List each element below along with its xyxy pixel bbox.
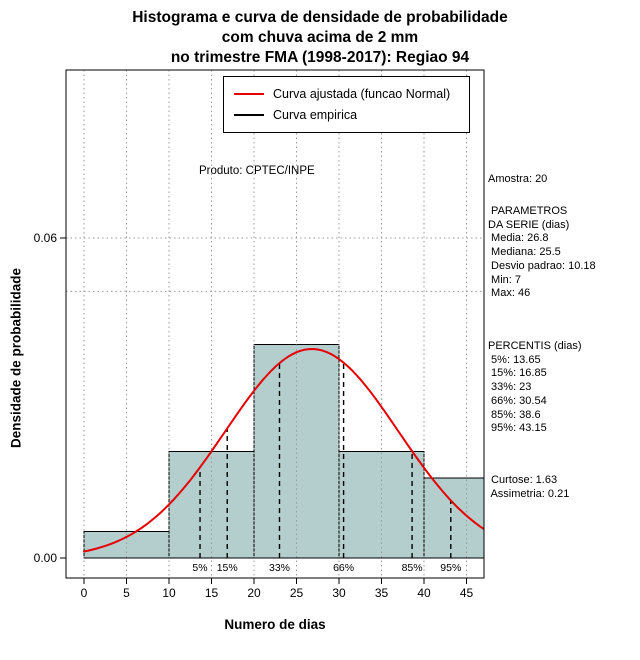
stat-line: Mediana: 25.5 (488, 246, 561, 259)
stat-block-parameters: PARAMETROS DA SERIE (dias) Media: 26.8 Me… (488, 205, 638, 301)
percentile-label: 85% (402, 562, 423, 574)
stat-line: 66%: 30.54 (488, 394, 547, 407)
stat-block-sample: Amostra: 20 (488, 173, 638, 187)
stat-line: Desvio padrao: 10.18 (488, 259, 596, 272)
x-tick-label: 10 (162, 586, 176, 600)
normal-curve (83, 348, 485, 553)
legend-entry: Curva ajustada (funcao Normal) (234, 87, 459, 101)
histogram-bar (253, 344, 340, 559)
chart-title-line1: Histograma e curva de densidade de proba… (132, 9, 508, 26)
legend-label: Curva empirica (273, 108, 358, 122)
histogram-bar (338, 450, 425, 559)
histogram-bar (423, 477, 485, 559)
legend-box: Curva ajustada (funcao Normal) Curva empi… (223, 76, 470, 133)
stat-line: Max: 46 (488, 287, 531, 300)
percentile-label: 5% (192, 562, 207, 574)
legend-entry: Curva empirica (234, 108, 459, 122)
stat-line: Amostra: 20 (488, 173, 548, 185)
y-tick-label: 0.00 (34, 551, 58, 565)
legend-line-swatch (234, 93, 264, 95)
product-note: Produto: CPTEC/INPE (199, 165, 315, 177)
histogram-bar (168, 450, 255, 559)
x-tick-label: 15 (205, 586, 219, 600)
stat-line: 15%: 16.85 (488, 367, 547, 380)
x-axis-label: Numero de dias (224, 617, 326, 632)
chart-title: Histograma e curva de densidade de proba… (0, 8, 640, 68)
stat-line: 85%: 38.6 (488, 408, 541, 421)
stat-line: DA SERIE (dias) (488, 218, 570, 231)
stat-line: Media: 26.8 (488, 232, 549, 245)
stat-block-percentiles: PERCENTIS (dias) 5%: 13.65 15%: 16.85 33… (488, 340, 638, 436)
stat-line: Assimetria: 0.21 (488, 487, 570, 500)
x-tick-label: 5 (123, 586, 130, 600)
percentile-label: 66% (333, 562, 354, 574)
stat-line: Curtose: 1.63 (488, 474, 558, 486)
x-tick-label: 20 (247, 586, 261, 600)
x-tick-label: 0 (81, 586, 88, 600)
legend-label: Curva ajustada (funcao Normal) (273, 87, 451, 101)
stat-line: PARAMETROS (488, 205, 568, 217)
stat-line: Min: 7 (488, 273, 522, 286)
y-tick-label: 0.06 (34, 231, 58, 245)
chart-title-line3: no trimestre FMA (1998-2017): Regiao 94 (170, 49, 470, 66)
x-tick-label: 30 (332, 586, 346, 600)
stat-line: 95%: 43.15 (488, 422, 547, 435)
histogram-bar (83, 530, 170, 559)
x-tick-label: 25 (290, 586, 304, 600)
percentile-label: 95% (440, 562, 461, 574)
stat-block-moments: Curtose: 1.63 Assimetria: 0.21 (488, 474, 638, 501)
x-tick-label: 35 (375, 586, 389, 600)
stat-line: PERCENTIS (dias) (488, 340, 582, 352)
chart-title-line2: com chuva acima de 2 mm (221, 29, 419, 46)
percentile-label: 15% (217, 562, 238, 574)
x-tick-label: 45 (460, 586, 474, 600)
plot-box (65, 69, 485, 579)
stat-line: 33%: 23 (488, 381, 532, 394)
stat-line: 5%: 13.65 (488, 353, 541, 366)
legend-line-swatch (234, 114, 264, 116)
x-tick-label: 40 (417, 586, 431, 600)
percentile-label: 33% (269, 562, 290, 574)
